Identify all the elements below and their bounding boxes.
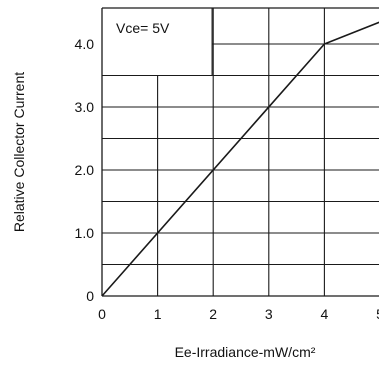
x-tick-label: 2 xyxy=(209,306,217,322)
annotation-vce-label: Vce= 5V xyxy=(116,20,170,36)
y-tick-label: 4.0 xyxy=(75,36,95,52)
x-axis-label: Ee-Irradiance-mW/cm² xyxy=(175,344,316,360)
x-tick-label: 3 xyxy=(265,306,273,322)
plot-frame xyxy=(101,7,379,297)
x-tick-label: 0 xyxy=(98,306,106,322)
x-tick-labels: 0 1 2 3 4 5 xyxy=(98,306,379,322)
series-line-0 xyxy=(101,21,379,297)
series-group xyxy=(101,21,379,297)
x-tick-label: 5 xyxy=(376,306,379,322)
y-axis-label: Relative Collector Current xyxy=(11,72,27,232)
y-tick-label: 3.0 xyxy=(75,99,95,115)
x-tick-label: 1 xyxy=(154,306,162,322)
y-tick-label: 0 xyxy=(86,288,94,304)
y-tick-label: 2.0 xyxy=(75,162,95,178)
annotation-box: Vce= 5V xyxy=(116,20,170,36)
x-tick-label: 4 xyxy=(321,306,329,322)
y-tick-label: 1.0 xyxy=(75,225,95,241)
grid xyxy=(102,8,379,296)
y-tick-labels: 0 1.0 2.0 3.0 4.0 xyxy=(75,36,95,304)
